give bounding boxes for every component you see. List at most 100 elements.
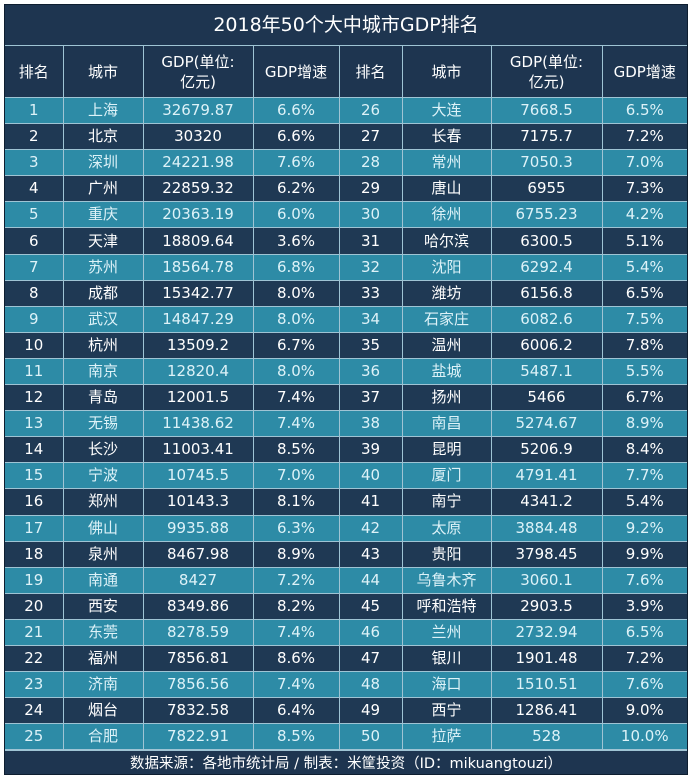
table-row: 24 烟台 7832.58 6.4% 49 西宁 1286.41 9.0% bbox=[5, 697, 687, 725]
city-cell: 拉萨 bbox=[401, 723, 492, 751]
gdp-cell: 7668.5 bbox=[490, 96, 603, 125]
gdp-cell: 30320 bbox=[142, 123, 254, 151]
rank-cell: 30 bbox=[338, 201, 403, 229]
city-cell: 兰州 bbox=[401, 618, 492, 646]
header-city: 城市 bbox=[62, 46, 144, 98]
growth-cell: 6.4% bbox=[252, 697, 340, 725]
header-gdp: GDP(单位: 亿元) bbox=[142, 46, 254, 98]
city-cell: 福州 bbox=[62, 644, 144, 673]
city-cell: 南宁 bbox=[401, 488, 492, 516]
rank-cell: 44 bbox=[338, 566, 403, 594]
rank-cell: 16 bbox=[5, 488, 64, 516]
city-cell: 大连 bbox=[401, 96, 492, 125]
rank-cell: 9 bbox=[5, 305, 64, 333]
rank-cell: 45 bbox=[338, 592, 403, 620]
growth-cell: 7.2% bbox=[601, 123, 687, 151]
gdp-cell: 24221.98 bbox=[142, 149, 254, 177]
growth-cell: 9.0% bbox=[601, 697, 687, 725]
growth-cell: 6.0% bbox=[252, 201, 340, 229]
city-cell: 北京 bbox=[62, 123, 144, 151]
growth-cell: 6.8% bbox=[252, 253, 340, 281]
rank-cell: 22 bbox=[5, 644, 64, 673]
table-row: 23 济南 7856.56 7.4% 48 海口 1510.51 7.6% bbox=[5, 671, 687, 699]
gdp-cell: 7822.91 bbox=[142, 723, 254, 751]
city-cell: 昆明 bbox=[401, 436, 492, 464]
rank-cell: 13 bbox=[5, 410, 64, 438]
rank-cell: 12 bbox=[5, 384, 64, 412]
city-cell: 沈阳 bbox=[401, 253, 492, 281]
rank-cell: 36 bbox=[338, 357, 403, 386]
city-cell: 徐州 bbox=[401, 201, 492, 229]
growth-cell: 7.0% bbox=[601, 149, 687, 177]
growth-cell: 6.2% bbox=[252, 175, 340, 203]
gdp-cell: 18564.78 bbox=[142, 253, 254, 281]
city-cell: 呼和浩特 bbox=[401, 592, 492, 620]
gdp-cell: 11003.41 bbox=[142, 436, 254, 464]
growth-cell: 10.0% bbox=[601, 723, 687, 751]
rank-cell: 26 bbox=[338, 96, 403, 125]
table-row: 1 上海 32679.87 6.6% 26 大连 7668.5 6.5% bbox=[5, 96, 687, 125]
gdp-cell: 8278.59 bbox=[142, 618, 254, 646]
rank-cell: 50 bbox=[338, 723, 403, 751]
rank-cell: 21 bbox=[5, 618, 64, 646]
city-cell: 武汉 bbox=[62, 305, 144, 333]
rank-cell: 1 bbox=[5, 96, 64, 125]
rank-cell: 47 bbox=[338, 644, 403, 673]
gdp-cell: 6006.2 bbox=[490, 331, 603, 359]
gdp-cell: 13509.2 bbox=[142, 331, 254, 359]
rank-cell: 27 bbox=[338, 123, 403, 151]
rank-cell: 38 bbox=[338, 410, 403, 438]
rank-cell: 42 bbox=[338, 514, 403, 542]
table-row: 5 重庆 20363.19 6.0% 30 徐州 6755.23 4.2% bbox=[5, 201, 687, 229]
city-cell: 长春 bbox=[401, 123, 492, 151]
city-cell: 南京 bbox=[62, 357, 144, 386]
growth-cell: 7.4% bbox=[252, 671, 340, 699]
rank-cell: 49 bbox=[338, 697, 403, 725]
gdp-cell: 7856.81 bbox=[142, 644, 254, 673]
gdp-cell: 6292.4 bbox=[490, 253, 603, 281]
growth-cell: 7.8% bbox=[601, 331, 687, 359]
gdp-cell: 2903.5 bbox=[490, 592, 603, 620]
growth-cell: 8.1% bbox=[252, 488, 340, 516]
header-rank-2: 排名 bbox=[338, 46, 403, 98]
rank-cell: 14 bbox=[5, 436, 64, 464]
growth-cell: 3.9% bbox=[601, 592, 687, 620]
growth-cell: 8.0% bbox=[252, 305, 340, 333]
table-row: 16 郑州 10143.3 8.1% 41 南宁 4341.2 5.4% bbox=[5, 488, 687, 516]
gdp-cell: 5466 bbox=[490, 384, 603, 412]
gdp-cell: 528 bbox=[490, 723, 603, 751]
table-row: 7 苏州 18564.78 6.8% 32 沈阳 6292.4 5.4% bbox=[5, 253, 687, 281]
growth-cell: 6.5% bbox=[601, 618, 687, 646]
rank-cell: 10 bbox=[5, 331, 64, 359]
rank-cell: 32 bbox=[338, 253, 403, 281]
table-row: 25 合肥 7822.91 8.5% 50 拉萨 528 10.0% bbox=[5, 723, 687, 751]
table-row: 22 福州 7856.81 8.6% 47 银川 1901.48 7.2% bbox=[5, 644, 687, 673]
city-cell: 常州 bbox=[401, 149, 492, 177]
growth-cell: 7.7% bbox=[601, 462, 687, 490]
growth-cell: 7.4% bbox=[252, 618, 340, 646]
growth-cell: 8.4% bbox=[601, 436, 687, 464]
growth-cell: 8.0% bbox=[252, 279, 340, 307]
gdp-cell: 1286.41 bbox=[490, 697, 603, 725]
gdp-cell: 6082.6 bbox=[490, 305, 603, 333]
city-cell: 苏州 bbox=[62, 253, 144, 281]
city-cell: 烟台 bbox=[62, 697, 144, 725]
gdp-cell: 6156.8 bbox=[490, 279, 603, 307]
rank-cell: 5 bbox=[5, 201, 64, 229]
gdp-cell: 8427 bbox=[142, 566, 254, 594]
gdp-cell: 10143.3 bbox=[142, 488, 254, 516]
rank-cell: 19 bbox=[5, 566, 64, 594]
growth-cell: 6.6% bbox=[252, 96, 340, 125]
header-gdp-2: GDP(单位: 亿元) bbox=[490, 46, 603, 98]
table-row: 2 北京 30320 6.6% 27 长春 7175.7 7.2% bbox=[5, 123, 687, 151]
growth-cell: 7.0% bbox=[252, 462, 340, 490]
gdp-cell: 15342.77 bbox=[142, 279, 254, 307]
growth-cell: 7.4% bbox=[252, 410, 340, 438]
city-cell: 太原 bbox=[401, 514, 492, 542]
growth-cell: 9.9% bbox=[601, 540, 687, 568]
table-title: 2018年50个大中城市GDP排名 bbox=[5, 5, 687, 46]
growth-cell: 5.4% bbox=[601, 253, 687, 281]
growth-cell: 5.1% bbox=[601, 227, 687, 255]
city-cell: 东莞 bbox=[62, 618, 144, 646]
city-cell: 哈尔滨 bbox=[401, 227, 492, 255]
